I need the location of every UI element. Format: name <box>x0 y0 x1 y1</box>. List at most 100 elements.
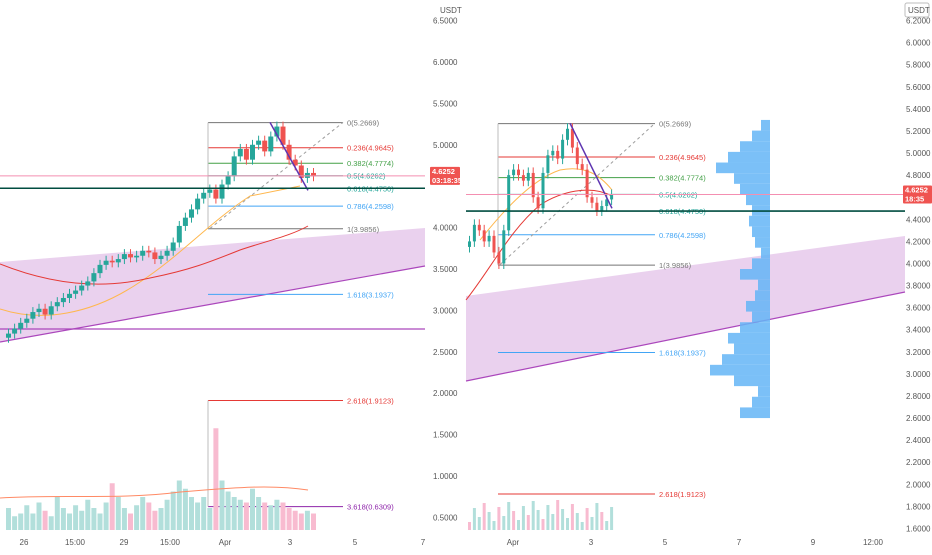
left-candle <box>128 254 133 258</box>
left-volume-bar <box>268 505 274 530</box>
right-volume-profile-bar <box>740 141 770 152</box>
left-price-badge-value: 4.6252 <box>432 167 455 176</box>
right-fib-label-0.786: 0.786(4.2598) <box>659 231 706 240</box>
left-candle <box>225 176 231 185</box>
left-volume-bar <box>91 508 97 530</box>
right-candle <box>482 230 486 242</box>
left-volume-bar <box>30 513 36 530</box>
left-candle <box>231 156 237 177</box>
right-y-tick-label: 5.8000 <box>906 61 931 70</box>
left-y-tick-label: 1.0000 <box>433 472 458 481</box>
right-channel-band <box>466 236 905 381</box>
left-volume-bar <box>262 502 268 530</box>
left-candle <box>237 148 243 157</box>
left-volume-bar <box>207 508 213 530</box>
right-y-tick-label: 6.0000 <box>906 39 931 48</box>
left-candle <box>189 209 194 218</box>
left-candle <box>195 198 201 210</box>
left-volume-bar <box>219 480 225 530</box>
right-volume-bar <box>566 518 569 530</box>
right-y-tick-label: 3.6000 <box>906 304 931 313</box>
right-candle <box>487 235 491 242</box>
right-volume-profile-bar <box>728 332 770 344</box>
right-volume-profile-bar <box>740 269 770 280</box>
right-volume-profile-bar <box>716 162 770 174</box>
left-candle <box>36 308 42 313</box>
left-candle <box>250 144 255 160</box>
left-volume-bar <box>48 516 54 530</box>
right-volume-bar <box>521 506 525 530</box>
right-y-tick-label: 3.4000 <box>906 326 931 335</box>
left-candle <box>109 260 115 263</box>
right-volume-profile-bar <box>734 173 770 184</box>
left-volume-bar <box>85 499 91 530</box>
left-candle <box>18 322 24 329</box>
left-volume-bar <box>195 502 201 530</box>
left-volume-bar <box>274 499 280 530</box>
left-candle <box>274 126 280 137</box>
left-candle <box>182 217 188 226</box>
right-volume-bar <box>492 521 496 530</box>
right-candle <box>472 224 476 242</box>
right-volume-bar <box>590 517 594 530</box>
right-candle <box>605 199 609 207</box>
right-candle <box>566 128 569 140</box>
left-candle <box>280 126 286 145</box>
left-candle <box>292 159 298 166</box>
left-candle <box>256 140 262 145</box>
left-volume-bar <box>311 513 316 530</box>
right-x-tick-label: 3 <box>589 538 594 547</box>
right-candle <box>600 206 604 211</box>
left-candle <box>103 260 109 265</box>
right-volume-bar <box>575 513 579 530</box>
left-volume-bar <box>42 510 48 530</box>
right-y-tick-label: 2.0000 <box>906 480 931 489</box>
right-price-badge <box>903 185 932 204</box>
left-candle <box>201 192 207 199</box>
left-volume-bar <box>286 508 292 530</box>
right-candle <box>546 155 550 173</box>
left-volume-bar <box>79 510 85 530</box>
left-volume-bar <box>12 516 18 530</box>
left-volume-bar <box>237 499 243 530</box>
right-volume-bar <box>610 507 614 530</box>
right-y-tick-label: 2.6000 <box>906 414 931 423</box>
left-candle <box>219 184 225 199</box>
right-volume-profile-bar <box>761 247 770 259</box>
left-volume-bar <box>225 491 231 530</box>
right-y-tick-label: 2.2000 <box>906 458 931 467</box>
right-y-tick-label: 3.2000 <box>906 348 931 357</box>
currency-button[interactable] <box>904 2 930 18</box>
left-fib-label-2.618: 2.618(1.9123) <box>347 396 394 405</box>
right-volume-profile-bar <box>761 119 770 131</box>
right-volume-bar <box>600 512 604 530</box>
right-volume-bar <box>531 501 535 530</box>
left-fib-label-3.618: 3.618(0.6309) <box>347 503 394 512</box>
right-y-tick-label: 5.4000 <box>906 105 931 114</box>
right-x-tick-label: 12:00 <box>863 538 884 547</box>
left-fib-label-0.382: 0.382(4.7774) <box>347 159 394 168</box>
right-candle <box>556 150 560 159</box>
right-volume-profile-bar <box>734 343 770 355</box>
left-candle <box>298 165 304 178</box>
left-candle <box>311 172 316 177</box>
right-candle <box>512 169 516 176</box>
left-volume-bar <box>250 488 255 530</box>
right-volume-profile-bar <box>758 386 770 397</box>
right-channel-lower-line <box>465 291 906 382</box>
right-candle <box>585 169 589 198</box>
right-volume-profile-bar <box>749 215 770 227</box>
right-volume-bar <box>472 508 476 530</box>
right-candle <box>595 202 599 211</box>
left-candle <box>97 264 103 274</box>
left-candle <box>115 259 121 263</box>
left-volume-bar <box>103 502 109 530</box>
right-volume-profile-bar <box>752 311 770 323</box>
left-candle <box>152 252 158 260</box>
right-y-tick-label: 4.0000 <box>906 259 931 268</box>
left-volume-bar <box>73 505 79 530</box>
right-volume-bar <box>585 508 589 530</box>
left-candle <box>12 328 18 334</box>
left-candle <box>262 140 268 152</box>
left-volume-bar <box>128 513 133 530</box>
